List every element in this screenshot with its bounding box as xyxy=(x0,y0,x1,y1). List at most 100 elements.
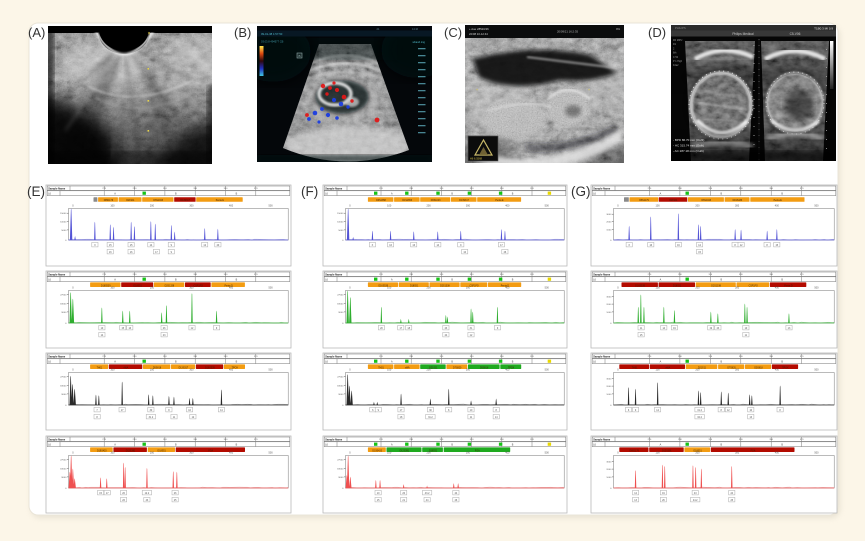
svg-text:400: 400 xyxy=(775,287,780,290)
svg-text:D18S51: D18S51 xyxy=(429,450,438,452)
svg-text:200: 200 xyxy=(427,452,432,455)
svg-text:A: A xyxy=(391,443,393,446)
svg-text:25: 25 xyxy=(730,499,733,502)
svg-text:L6: L6 xyxy=(48,443,51,446)
svg-text:370: 370 xyxy=(800,274,804,276)
svg-text:8: 8 xyxy=(448,409,450,412)
svg-text:TPOX: TPOX xyxy=(508,367,515,369)
svg-text:8: 8 xyxy=(734,244,736,247)
svg-text:30: 30 xyxy=(429,409,432,412)
svg-text:24: 24 xyxy=(445,334,448,337)
svg-text:270: 270 xyxy=(379,356,383,358)
svg-text:A: A xyxy=(114,443,116,446)
svg-text:12: 12 xyxy=(192,416,195,419)
svg-text:15: 15 xyxy=(99,492,102,495)
svg-text:100: 100 xyxy=(656,452,661,455)
svg-text:14: 14 xyxy=(150,244,153,247)
svg-text:43: 43 xyxy=(694,492,697,495)
svg-text:11: 11 xyxy=(745,334,748,337)
svg-text:23: 23 xyxy=(163,334,166,337)
svg-text:TH01: TH01 xyxy=(632,367,638,369)
svg-text:500: 500 xyxy=(269,205,274,208)
svg-text:B: B xyxy=(512,360,514,363)
svg-text:B: B xyxy=(298,54,300,58)
svg-text:1000: 1000 xyxy=(606,229,612,231)
svg-text:R1: R1 xyxy=(673,43,677,46)
svg-text:D16S539: D16S539 xyxy=(101,285,111,287)
svg-text:D7S820: D7S820 xyxy=(727,367,736,369)
svg-text:14: 14 xyxy=(101,334,104,337)
svg-text:19: 19 xyxy=(673,327,676,330)
svg-text:B: B xyxy=(512,278,514,281)
svg-text:0: 0 xyxy=(617,287,619,290)
svg-text:D6S1043: D6S1043 xyxy=(431,200,441,202)
svg-text:B: B xyxy=(236,278,238,281)
svg-text:0: 0 xyxy=(65,488,67,490)
svg-text:C 50: C 50 xyxy=(673,56,679,59)
svg-text:D7S820: D7S820 xyxy=(453,367,462,369)
svg-text:vWA: vWA xyxy=(665,366,670,369)
svg-text:21: 21 xyxy=(377,27,380,31)
svg-text:H6 6.5568: H6 6.5568 xyxy=(470,157,483,161)
svg-text:8: 8 xyxy=(168,409,170,412)
svg-text:10: 10 xyxy=(470,409,473,412)
svg-text:1000: 1000 xyxy=(606,477,612,479)
svg-text:D2S1338: D2S1338 xyxy=(165,285,175,287)
svg-text:2000: 2000 xyxy=(606,222,612,224)
svg-text:B: B xyxy=(781,278,783,281)
svg-text:vWA: vWA xyxy=(124,366,129,369)
svg-text:15: 15 xyxy=(109,244,112,247)
svg-text:330: 330 xyxy=(739,188,743,190)
svg-text:D13S317: D13S317 xyxy=(180,200,190,202)
svg-text:D21S11: D21S11 xyxy=(698,367,707,369)
svg-text:12: 12 xyxy=(727,409,730,412)
svg-text:370: 370 xyxy=(530,439,534,441)
svg-text:B: B xyxy=(451,192,453,195)
svg-text:L6: L6 xyxy=(593,360,596,363)
svg-text:290: 290 xyxy=(133,356,137,358)
svg-text:310: 310 xyxy=(163,274,167,276)
svg-text:270: 270 xyxy=(379,188,383,190)
svg-text:17: 17 xyxy=(400,409,403,412)
svg-text:330: 330 xyxy=(193,188,197,190)
svg-text:350: 350 xyxy=(224,356,228,358)
svg-text:310: 310 xyxy=(440,356,444,358)
svg-text:D19S433: D19S433 xyxy=(372,450,382,452)
svg-text:23: 23 xyxy=(717,327,720,330)
svg-text:500: 500 xyxy=(814,452,819,455)
svg-text:350: 350 xyxy=(224,188,228,190)
svg-text:370: 370 xyxy=(530,188,534,190)
svg-text:300: 300 xyxy=(466,287,471,290)
svg-text:400: 400 xyxy=(505,452,510,455)
svg-text:20: 20 xyxy=(122,492,125,495)
svg-text:300: 300 xyxy=(735,287,740,290)
svg-text:290: 290 xyxy=(678,356,682,358)
svg-text:100: 100 xyxy=(387,287,392,290)
svg-text:D12S391: D12S391 xyxy=(400,450,410,452)
svg-text:330: 330 xyxy=(193,356,197,358)
svg-text:D18S51: D18S51 xyxy=(693,450,702,452)
svg-text:D18S51: D18S51 xyxy=(673,285,682,287)
svg-text:D5S818: D5S818 xyxy=(754,367,763,369)
svg-text:26: 26 xyxy=(504,251,507,254)
svg-text:500: 500 xyxy=(545,369,550,372)
svg-text:21: 21 xyxy=(402,499,405,502)
svg-text:31.2: 31.2 xyxy=(428,416,433,419)
svg-text:400: 400 xyxy=(775,452,780,455)
svg-text:Penta E: Penta E xyxy=(216,199,225,202)
svg-text:100: 100 xyxy=(387,452,392,455)
svg-text:C5-V06: C5-V06 xyxy=(790,32,801,36)
svg-text:D8S1179: D8S1179 xyxy=(639,200,649,202)
svg-text:D8S1179: D8S1179 xyxy=(104,200,114,202)
svg-text:0: 0 xyxy=(349,452,351,455)
svg-text:16: 16 xyxy=(109,251,112,254)
svg-text:PHILIPS: PHILIPS xyxy=(675,26,686,30)
svg-text:370: 370 xyxy=(530,356,534,358)
svg-text:270: 270 xyxy=(102,356,106,358)
svg-text:D21S11: D21S11 xyxy=(669,200,678,202)
svg-text:10000: 10000 xyxy=(337,222,344,224)
svg-text:9: 9 xyxy=(635,409,637,412)
svg-text:27500: 27500 xyxy=(337,376,344,378)
svg-text:D5S818: D5S818 xyxy=(153,367,162,369)
svg-text:26: 26 xyxy=(174,492,177,495)
